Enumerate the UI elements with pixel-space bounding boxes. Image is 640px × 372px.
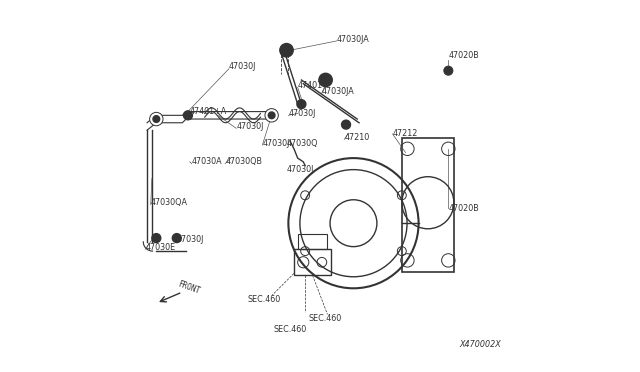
Text: 47030J: 47030J	[177, 235, 204, 244]
Circle shape	[297, 100, 306, 109]
Text: 47030QA: 47030QA	[151, 198, 188, 207]
Bar	[402, 138, 454, 272]
Text: 47030J: 47030J	[236, 122, 264, 131]
Text: 47030JA: 47030JA	[322, 87, 355, 96]
Text: 47030J: 47030J	[289, 109, 316, 118]
Text: 47212: 47212	[392, 129, 418, 138]
Text: FRONT: FRONT	[177, 279, 202, 296]
Circle shape	[342, 120, 351, 129]
Text: 47020B: 47020B	[449, 204, 479, 213]
Circle shape	[184, 111, 193, 120]
Text: 47030Q: 47030Q	[287, 139, 318, 148]
Text: 47030JA: 47030JA	[337, 35, 369, 44]
Text: 47030E: 47030E	[145, 243, 175, 252]
Bar	[294, 249, 331, 275]
Circle shape	[319, 73, 332, 87]
Text: SEC.460: SEC.460	[248, 295, 281, 304]
Circle shape	[268, 112, 275, 119]
Circle shape	[152, 234, 161, 243]
Text: 47210: 47210	[344, 133, 369, 142]
Text: 47030J: 47030J	[229, 62, 256, 71]
Text: 47020B: 47020B	[449, 51, 479, 60]
Circle shape	[153, 116, 159, 122]
Text: 47401: 47401	[298, 81, 323, 90]
Bar	[298, 234, 328, 249]
Circle shape	[280, 44, 293, 57]
Text: 47030A: 47030A	[191, 157, 222, 166]
Circle shape	[150, 112, 163, 126]
Text: SEC.460: SEC.460	[309, 314, 342, 323]
Circle shape	[444, 66, 453, 75]
Text: 47030QB: 47030QB	[225, 157, 262, 166]
Text: 47030J: 47030J	[287, 165, 314, 174]
Text: X470002X: X470002X	[460, 340, 501, 349]
Text: 47401+A: 47401+A	[190, 107, 227, 116]
Text: SEC.460: SEC.460	[273, 325, 307, 334]
Circle shape	[265, 109, 278, 122]
Circle shape	[172, 234, 181, 243]
Text: 47030J: 47030J	[262, 139, 290, 148]
